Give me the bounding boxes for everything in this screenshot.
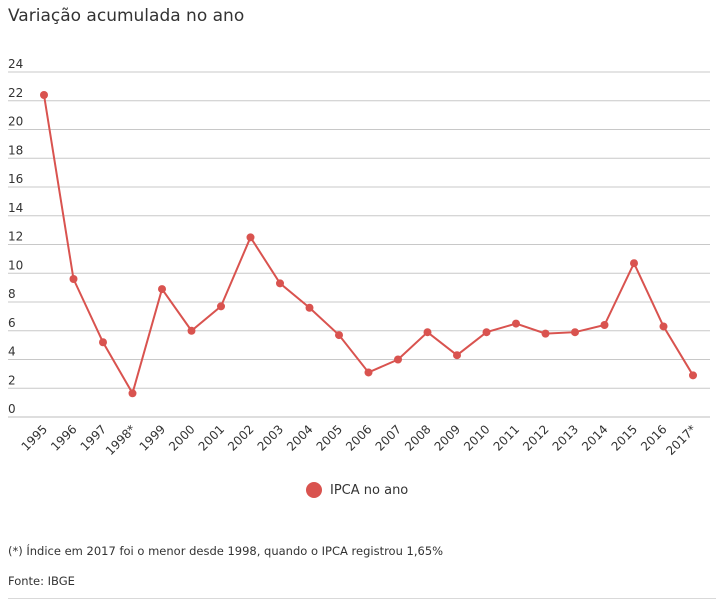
data-point xyxy=(158,285,166,294)
x-tick-label: 1998* xyxy=(103,422,139,458)
y-tick-label: 16 xyxy=(8,172,23,186)
x-tick-label: 2011 xyxy=(491,422,522,453)
y-tick-label: 22 xyxy=(8,86,23,100)
x-tick-label: 2009 xyxy=(432,422,463,453)
x-tick-label: 2015 xyxy=(609,422,640,453)
data-point xyxy=(99,338,107,347)
data-point xyxy=(423,328,432,337)
x-tick-label: 2002 xyxy=(225,422,256,453)
data-point xyxy=(394,355,402,364)
data-point xyxy=(335,331,343,340)
data-point xyxy=(541,329,550,338)
x-tick-label: 2001 xyxy=(196,422,227,453)
y-tick-label: 0 xyxy=(8,402,16,416)
line-chart: 0246810121416182022241995199619971998*19… xyxy=(8,57,710,458)
y-tick-label: 12 xyxy=(8,230,23,244)
x-tick-label: 2005 xyxy=(314,422,345,453)
x-tick-label: 2012 xyxy=(520,422,551,453)
y-tick-label: 2 xyxy=(8,373,16,387)
data-point xyxy=(246,233,255,242)
x-tick-label: 1995 xyxy=(19,422,50,453)
data-point xyxy=(571,328,579,337)
footnote: (*) Índice em 2017 foi o menor desde 199… xyxy=(8,544,444,558)
x-tick-label: 1996 xyxy=(48,422,79,453)
data-point xyxy=(187,326,196,335)
y-tick-label: 4 xyxy=(8,345,16,359)
source-note: Fonte: IBGE xyxy=(8,574,75,588)
y-tick-label: 14 xyxy=(8,201,23,215)
data-point xyxy=(689,371,697,380)
x-tick-label: 2004 xyxy=(284,422,315,453)
x-tick-label: 2010 xyxy=(461,422,492,453)
x-tick-label: 1999 xyxy=(137,422,168,453)
y-tick-label: 10 xyxy=(8,258,23,272)
y-tick-label: 6 xyxy=(8,316,16,330)
legend-marker xyxy=(306,482,322,498)
y-tick-label: 20 xyxy=(8,115,23,129)
legend: IPCA no ano xyxy=(306,482,408,498)
data-point xyxy=(40,91,48,99)
data-point xyxy=(482,328,491,337)
data-point xyxy=(659,322,668,331)
data-point xyxy=(512,319,520,328)
x-tick-label: 2003 xyxy=(255,422,286,453)
x-tick-label: 2014 xyxy=(579,422,610,453)
x-tick-label: 2007 xyxy=(373,422,404,453)
y-tick-label: 8 xyxy=(8,287,16,301)
data-point xyxy=(128,389,137,398)
x-tick-label: 2017* xyxy=(663,422,699,458)
bottom-divider xyxy=(8,598,716,599)
data-point xyxy=(217,302,225,311)
data-point xyxy=(600,321,609,329)
data-point xyxy=(69,275,78,283)
data-point xyxy=(276,279,284,288)
data-point xyxy=(453,351,461,360)
y-tick-label: 24 xyxy=(8,57,23,71)
data-point xyxy=(364,368,373,377)
x-tick-label: 2000 xyxy=(166,422,197,453)
chart-title: Variação acumulada no ano xyxy=(8,6,245,26)
data-point xyxy=(630,259,638,268)
x-tick-label: 2006 xyxy=(343,422,374,453)
legend-label: IPCA no ano xyxy=(330,482,409,498)
y-tick-label: 18 xyxy=(8,143,23,157)
x-tick-label: 2008 xyxy=(402,422,433,453)
data-point xyxy=(305,303,314,312)
x-tick-label: 2013 xyxy=(550,422,581,453)
